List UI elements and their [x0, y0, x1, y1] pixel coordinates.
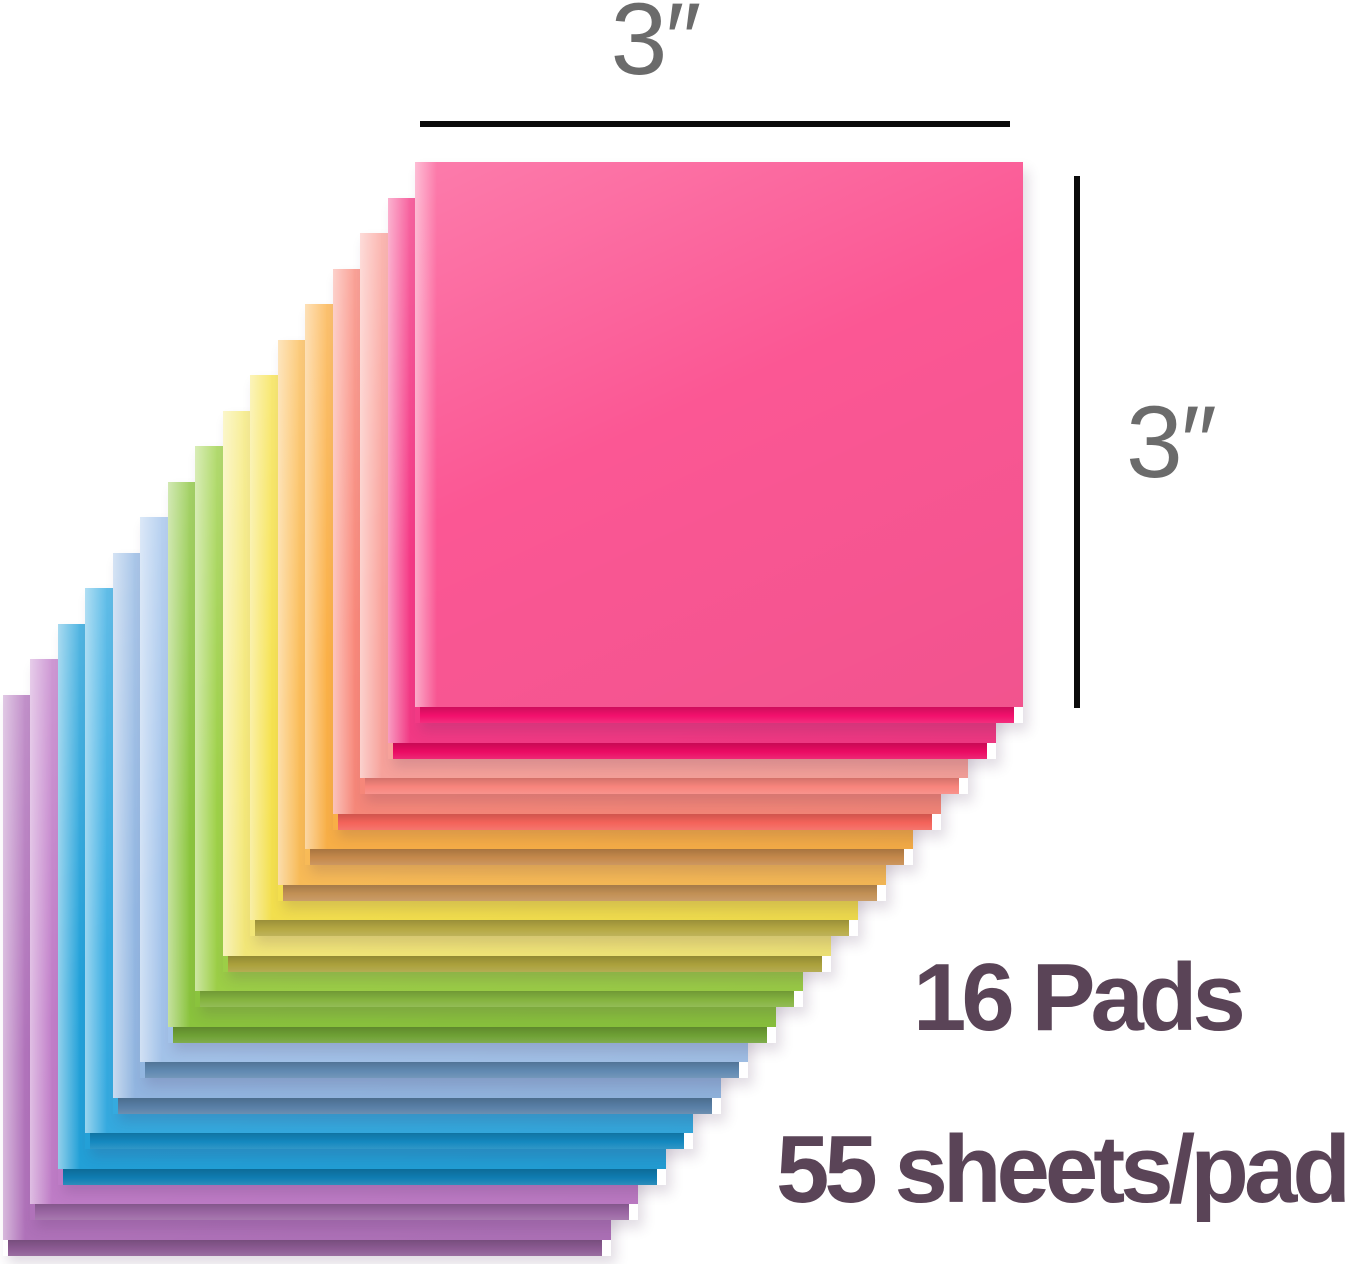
pad-edge — [35, 1204, 629, 1220]
width-dimension-line — [420, 121, 1010, 127]
height-dimension-label: 3″ — [1126, 385, 1217, 499]
pad-edge — [227, 955, 822, 972]
sheets-per-pad-label: 55 sheets/pad — [776, 1116, 1351, 1223]
pad-edge — [145, 1062, 739, 1078]
pad-edge — [337, 813, 932, 830]
pad-edge — [255, 920, 849, 936]
pad-edge — [172, 1026, 767, 1043]
pad-edge — [62, 1168, 657, 1185]
sticky-pad-bright-pink — [415, 162, 1023, 723]
pad-edge — [392, 742, 987, 759]
pad-edge — [117, 1097, 712, 1114]
pads-count-label: 16 Pads — [913, 944, 1246, 1051]
pad-edge — [420, 707, 1014, 723]
pad-edge — [282, 884, 877, 901]
pad-edge — [310, 849, 904, 865]
pad-face — [415, 162, 1023, 707]
pad-edge — [90, 1133, 684, 1149]
pad-edge — [200, 991, 794, 1007]
pad-edge — [365, 778, 959, 794]
height-dimension-line — [1074, 176, 1080, 708]
pad-edge — [7, 1239, 602, 1256]
width-dimension-label: 3″ — [610, 0, 702, 96]
